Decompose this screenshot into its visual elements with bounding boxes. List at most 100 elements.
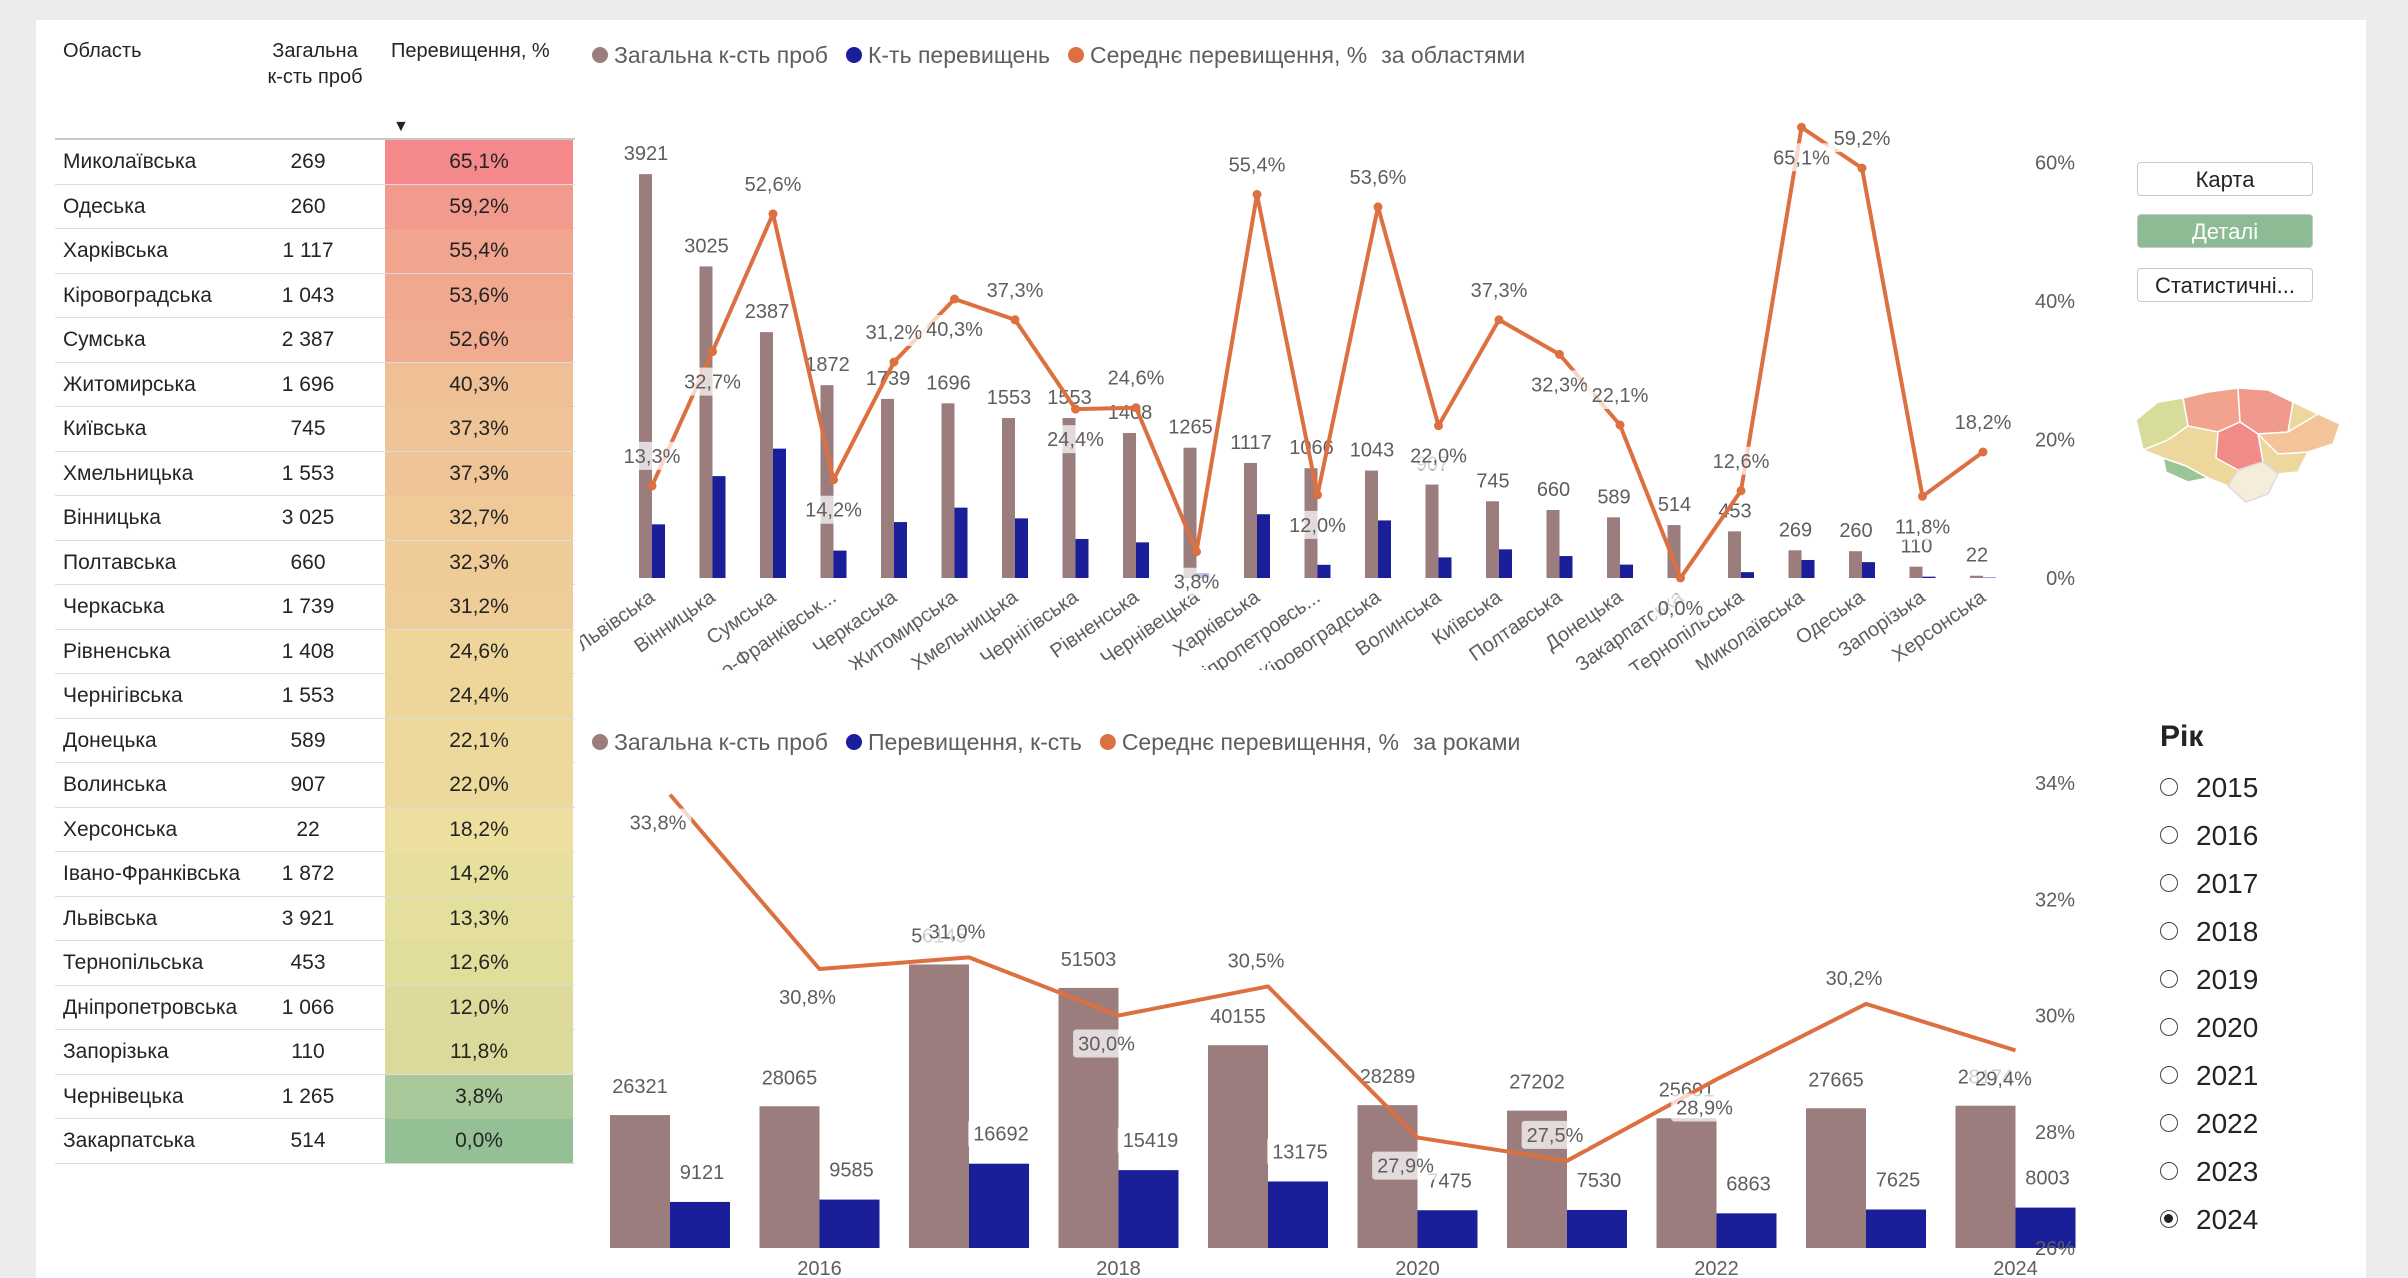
exceed-percent: 18,2%: [385, 807, 573, 852]
radio-icon[interactable]: [2160, 825, 2178, 844]
percent-label-bg: [968, 1119, 1034, 1148]
avg-percent-point: [1857, 163, 1867, 173]
year-option-2018[interactable]: 2018: [2160, 916, 2258, 948]
percent-label: 13175: [1272, 1141, 1328, 1163]
year-option-2022[interactable]: 2022: [2160, 1108, 2258, 1140]
radio-icon[interactable]: [2160, 921, 2178, 940]
table-row[interactable]: Донецька 589 22,1%: [55, 718, 575, 763]
total-bar: [639, 174, 652, 578]
year-label: 2020: [2196, 1012, 2259, 1043]
radio-icon[interactable]: [2160, 1161, 2178, 1180]
table-row[interactable]: Чернігівська 1 553 24,4%: [55, 674, 575, 719]
percent-label-bg: [860, 318, 928, 346]
legend-entry: Перевищення, к-сть: [868, 729, 1082, 755]
exceed-bar: [1499, 549, 1512, 578]
total-count: 1 739: [281, 595, 335, 618]
year-option-2023[interactable]: 2023: [2160, 1156, 2258, 1188]
exceed-percent: 14,2%: [385, 852, 573, 896]
table-row[interactable]: Хмельницька 1 553 37,3%: [55, 451, 575, 496]
avg-percent-point: [1736, 486, 1746, 496]
total-count: 1 117: [282, 239, 334, 262]
year-option-2024[interactable]: 2024: [2160, 1204, 2258, 1236]
table-row[interactable]: Вінницька 3 025 32,7%: [55, 496, 575, 541]
chart-title: за областями: [1381, 42, 1525, 68]
y2-tick-label: 30%: [2035, 1006, 2075, 1028]
table-row[interactable]: Рівненська 1 408 24,6%: [55, 629, 575, 674]
avg-percent-point: [1676, 573, 1685, 583]
avg-percent-point: [889, 357, 899, 367]
table-row[interactable]: Київська 745 37,3%: [55, 407, 575, 452]
radio-icon[interactable]: [2160, 969, 2178, 988]
table-row[interactable]: Закарпатська 514 0,0%: [55, 1119, 575, 1164]
statistics-button[interactable]: Статистичні...: [2137, 268, 2313, 302]
years-chart: Загальна к-сть проб Перевищення, к-сть Сер…: [592, 729, 2076, 1278]
avg-percent-point: [647, 481, 657, 491]
region-name: Черкаська: [63, 595, 165, 618]
table-row[interactable]: Полтавська 660 32,3%: [55, 540, 575, 585]
percent-label-bg: [824, 1155, 879, 1184]
percent-label: 13,3%: [624, 446, 681, 468]
percent-label-bg: [2020, 1163, 2075, 1192]
percent-label-bg: [674, 1157, 730, 1186]
table-row[interactable]: Харківська 1 117 55,4%: [55, 229, 575, 274]
exceed-percent: 3,8%: [385, 1074, 573, 1119]
total-bar: [759, 1106, 820, 1248]
radio-icon[interactable]: [2160, 777, 2178, 796]
radio-icon[interactable]: [2160, 873, 2178, 892]
exceed-percent: 22,1%: [385, 718, 573, 763]
percent-label-bg: [1949, 408, 2017, 436]
year-option-2019[interactable]: 2019: [2160, 964, 2258, 996]
table-row[interactable]: Дніпропетровська 1 066 12,0%: [55, 985, 575, 1030]
table-row[interactable]: Миколаївська 269 65,1%: [55, 140, 575, 185]
year-option-2020[interactable]: 2020: [2160, 1012, 2258, 1044]
table-row[interactable]: Волинська 907 22,0%: [55, 763, 575, 808]
percent-label-bg: [1102, 363, 1170, 392]
radio-icon[interactable]: [2160, 1113, 2178, 1132]
exceed-bar: [670, 1201, 730, 1248]
region-name: Волинська: [63, 773, 167, 796]
exceed-percent: 52,6%: [385, 318, 573, 362]
table-row[interactable]: Тернопільська 453 12,6%: [55, 941, 575, 986]
total-count: 3 921: [281, 906, 335, 930]
year-option-2016[interactable]: 2016: [2160, 820, 2258, 852]
map-button[interactable]: Карта: [2137, 162, 2313, 196]
exceed-bar: [819, 1199, 880, 1248]
table-row[interactable]: Житомирська 1 696 40,3%: [55, 362, 575, 407]
table-row[interactable]: Одеська 260 59,2%: [55, 184, 575, 229]
radio-icon[interactable]: [2160, 1209, 2178, 1228]
total-count: 260: [290, 194, 326, 218]
legend-entry: Середнє перевищення, %: [1122, 729, 1399, 755]
table-row[interactable]: Чернівецька 1 265 3,8%: [55, 1074, 575, 1119]
table-row[interactable]: Івано-Франківська 1 872 14,2%: [55, 852, 575, 897]
year-option-2015[interactable]: 2015: [2160, 772, 2258, 804]
total-bar: [1909, 566, 1923, 578]
percent-label: 30,8%: [779, 987, 836, 1009]
table-row[interactable]: Львівська 3 921 13,3%: [55, 896, 575, 941]
region-name: Чернігівська: [63, 684, 183, 707]
column-header-total[interactable]: Загальна к-сть проб: [267, 40, 363, 88]
column-header-exceed[interactable]: Перевищення, %: [391, 40, 550, 62]
table-row[interactable]: Херсонська 22 18,2%: [55, 807, 575, 852]
ukraine-map-icon[interactable]: [2128, 362, 2346, 510]
percent-label: 11,8%: [1895, 516, 1950, 538]
table-row[interactable]: Кіровоградська 1 043 53,6%: [55, 273, 575, 318]
column-header-region[interactable]: Область: [63, 40, 142, 62]
percent-label: 32,7%: [684, 372, 741, 394]
details-button[interactable]: Деталі: [2137, 214, 2313, 248]
total-bar: [1788, 550, 1802, 578]
radio-icon[interactable]: [2160, 1017, 2178, 1036]
total-count: 1 066: [281, 995, 335, 1019]
total-count: 1 696: [281, 372, 335, 396]
table-row[interactable]: Черкаська 1 739 31,2%: [55, 585, 575, 630]
radio-icon[interactable]: [2160, 1065, 2178, 1084]
legend-marker: [592, 734, 608, 750]
year-label: 2018: [2196, 916, 2259, 947]
sort-descending-icon[interactable]: ▼: [393, 118, 409, 135]
table-row[interactable]: Сумська 2 387 52,6%: [55, 318, 575, 363]
year-option-2021[interactable]: 2021: [2160, 1060, 2258, 1092]
table-row[interactable]: Запорізька 110 11,8%: [55, 1030, 575, 1075]
region-name: Тернопільська: [63, 951, 204, 974]
percent-label-bg: [1223, 150, 1291, 179]
percent-label: 31,2%: [866, 322, 923, 344]
year-option-2017[interactable]: 2017: [2160, 868, 2258, 900]
